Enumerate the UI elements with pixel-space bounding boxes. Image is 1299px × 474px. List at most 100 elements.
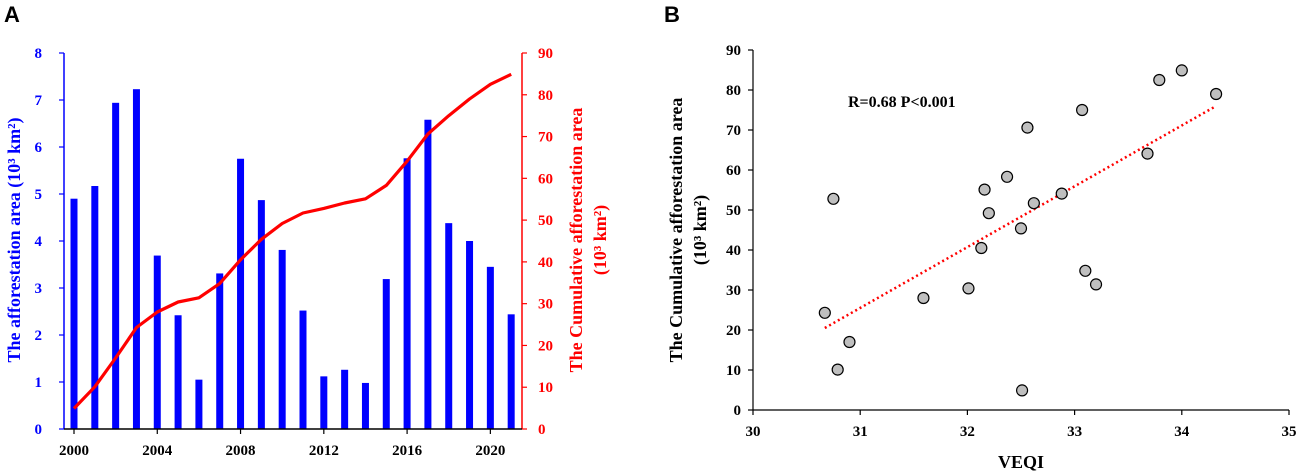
scatter-point xyxy=(1014,222,1028,235)
right-tick-label: 90 xyxy=(538,46,553,62)
bar xyxy=(382,279,390,429)
panel-a-letter: A xyxy=(4,2,20,27)
left-tick-label: 6 xyxy=(35,140,43,156)
bar xyxy=(341,369,349,429)
y-tick-label: 10 xyxy=(726,363,741,379)
y-tick-label: 40 xyxy=(726,243,741,259)
scatter-point xyxy=(917,291,930,305)
right-tick-label: 70 xyxy=(538,130,553,146)
scatter-point xyxy=(1021,121,1034,134)
scatter-point xyxy=(827,192,840,205)
cumulative-line-series xyxy=(72,72,512,410)
x-tick-label: 2020 xyxy=(475,443,505,459)
x-tick-label: 30 xyxy=(746,424,761,440)
scatter-point xyxy=(1175,64,1188,77)
panel-b-axes xyxy=(748,49,1290,415)
bar xyxy=(237,158,245,429)
bar xyxy=(299,310,307,429)
scatter-point xyxy=(1210,87,1223,101)
bar xyxy=(216,273,224,429)
x-tick-label: 33 xyxy=(1067,424,1082,440)
bar xyxy=(486,266,494,429)
right-axis-label-line1: The Cumulative afforestation area xyxy=(566,108,586,373)
scatter-point xyxy=(1076,103,1089,117)
bar xyxy=(445,223,453,429)
left-tick-label: 4 xyxy=(35,234,43,250)
scatter-point xyxy=(975,241,988,255)
trend-line xyxy=(824,104,1217,330)
x-axis-label: VEQI xyxy=(998,452,1044,472)
right-tick-label: 60 xyxy=(538,171,553,187)
y-tick-label: 0 xyxy=(734,403,742,419)
scatter-point xyxy=(962,282,975,295)
bar xyxy=(91,186,99,429)
bar xyxy=(507,314,515,429)
scatter-point xyxy=(1079,264,1092,277)
bar-series xyxy=(70,89,515,430)
scatter-point xyxy=(978,183,991,196)
left-tick-label: 3 xyxy=(35,281,43,297)
bar xyxy=(403,158,411,429)
bar xyxy=(195,379,203,429)
y-tick-label: 20 xyxy=(726,323,741,339)
bar xyxy=(361,382,369,429)
correlation-annotation: R=0.68 P<0.001 xyxy=(848,94,956,111)
scatter-point xyxy=(843,335,856,349)
right-tick-label: 10 xyxy=(538,380,553,396)
scatter-point xyxy=(1141,147,1154,160)
scatter-point xyxy=(982,207,995,220)
y-tick-label: 60 xyxy=(726,163,741,179)
bar xyxy=(112,102,120,429)
left-tick-label: 7 xyxy=(35,93,43,109)
y-axis-label-line2: (10³ km²) xyxy=(690,195,711,265)
right-tick-label: 20 xyxy=(538,338,553,354)
right-tick-label: 0 xyxy=(538,422,546,438)
left-tick-label: 1 xyxy=(35,375,43,391)
scatter-point xyxy=(1000,170,1014,183)
left-axis-label: The afforestation area (10³ km²) xyxy=(4,117,25,362)
bar xyxy=(278,249,286,429)
scatter-point xyxy=(1153,73,1166,87)
scatter-series xyxy=(818,64,1223,397)
x-tick-label: 2004 xyxy=(142,443,173,459)
y-axis-label-line1: The Cumulative afforestation area xyxy=(666,98,686,363)
right-tick-label: 40 xyxy=(538,255,553,271)
scatter-point xyxy=(1055,187,1068,200)
bar xyxy=(132,89,140,429)
scatter-point xyxy=(1089,278,1103,291)
panel-a-axes xyxy=(59,52,527,434)
bar xyxy=(257,200,265,429)
right-tick-label: 30 xyxy=(538,297,553,313)
bar xyxy=(174,315,182,429)
scatter-point xyxy=(831,363,844,376)
x-tick-label: 2000 xyxy=(59,443,89,459)
x-tick-label: 35 xyxy=(1282,424,1297,440)
regression-line xyxy=(824,104,1217,330)
left-tick-label: 2 xyxy=(35,328,43,344)
left-tick-label: 8 xyxy=(35,46,43,62)
panel-b-letter: B xyxy=(664,2,680,27)
bar xyxy=(424,119,432,430)
x-tick-label: 2016 xyxy=(392,443,423,459)
y-tick-label: 30 xyxy=(726,283,741,299)
panel-b-chart: B 0 10 20 30 40 50 60 70 80 90 30 31 32 33 34 35 R=0.68… xyxy=(664,2,1297,472)
bar xyxy=(466,241,474,429)
bar xyxy=(70,198,78,429)
x-tick-label: 31 xyxy=(853,424,868,440)
scatter-point xyxy=(818,306,831,319)
x-tick-label: 34 xyxy=(1174,424,1190,440)
scatter-point xyxy=(1027,197,1040,210)
bar xyxy=(320,376,328,429)
y-tick-label: 80 xyxy=(726,83,741,99)
y-tick-label: 70 xyxy=(726,123,741,139)
bar xyxy=(153,255,161,429)
y-tick-label: 50 xyxy=(726,203,741,219)
right-tick-label: 50 xyxy=(538,213,553,229)
y-tick-label: 90 xyxy=(726,43,741,59)
right-tick-label: 80 xyxy=(538,88,553,104)
left-tick-label: 0 xyxy=(35,422,43,438)
x-tick-label: 2012 xyxy=(309,443,339,459)
panel-b-tick-labels: 0 10 20 30 40 50 60 70 80 90 30 31 32 33 34 35 xyxy=(726,43,1297,440)
